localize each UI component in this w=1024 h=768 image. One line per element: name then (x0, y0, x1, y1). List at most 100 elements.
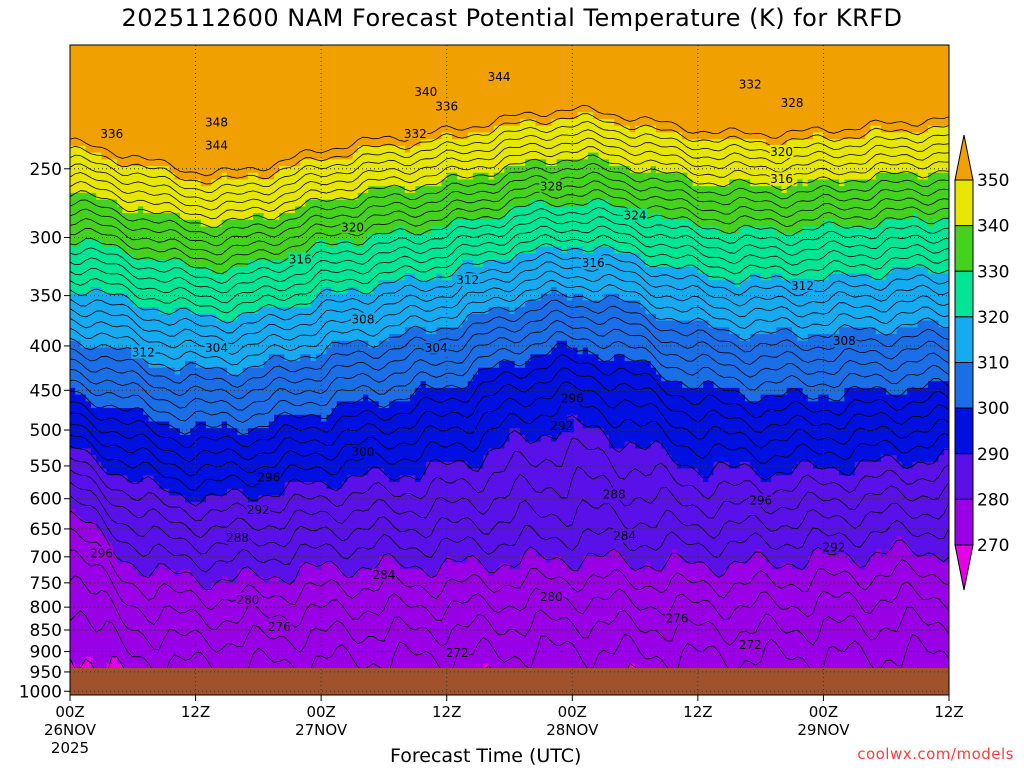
temperature-cell (226, 51, 233, 60)
temperature-cell (179, 515, 186, 523)
temperature-cell (164, 125, 171, 133)
temperature-cell (169, 293, 176, 302)
temperature-cell (289, 428, 296, 436)
temperature-cell (268, 273, 275, 281)
temperature-cell (268, 132, 275, 140)
temperature-cell (169, 542, 176, 550)
temperature-cell (253, 199, 259, 207)
temperature-cell (148, 663, 155, 671)
temperature-cell (232, 656, 239, 665)
temperature-cell (158, 334, 165, 342)
temperature-cell (315, 98, 322, 107)
temperature-cell (90, 65, 97, 73)
temperature-cell (80, 549, 87, 557)
temperature-cell (326, 199, 333, 207)
temperature-cell (294, 408, 301, 416)
temperature-cell (237, 603, 244, 611)
temperature-cell (336, 253, 343, 261)
temperature-cell (221, 441, 228, 449)
temperature-cell (321, 340, 327, 349)
temperature-cell (315, 71, 322, 80)
temperature-cell (169, 253, 176, 261)
temperature-cell (247, 367, 254, 376)
temperature-cell (211, 51, 218, 60)
temperature-cell (90, 387, 97, 396)
temperature-cell (85, 461, 92, 470)
temperature-cell (289, 535, 296, 544)
temperature-cell (122, 85, 129, 93)
temperature-cell (101, 576, 108, 584)
temperature-cell (111, 387, 118, 396)
temperature-cell (263, 347, 270, 355)
temperature-cell (206, 374, 212, 382)
temperature-cell (179, 414, 186, 423)
temperature-cell (206, 85, 212, 93)
temperature-cell (310, 508, 317, 517)
temperature-cell (305, 125, 312, 133)
temperature-cell (253, 482, 259, 490)
temperature-cell (253, 192, 259, 201)
temperature-cell (185, 461, 191, 470)
temperature-cell (127, 219, 134, 228)
temperature-cell (206, 71, 212, 80)
temperature-cell (294, 125, 301, 133)
temperature-cell (90, 58, 97, 66)
temperature-cell (85, 643, 92, 651)
temperature-cell (70, 488, 76, 497)
temperature-cell (80, 105, 87, 113)
temperature-cell (174, 334, 181, 342)
temperature-cell (143, 455, 150, 463)
temperature-cell (206, 656, 212, 665)
temperature-cell (80, 334, 87, 342)
temperature-cell (315, 65, 322, 73)
temperature-cell (148, 307, 155, 315)
temperature-cell (80, 421, 87, 429)
temperature-cell (169, 408, 176, 416)
temperature-cell (274, 45, 280, 53)
temperature-cell (101, 206, 108, 214)
temperature-cell (190, 549, 197, 557)
temperature-cell (221, 656, 228, 665)
temperature-cell (216, 475, 223, 483)
temperature-cell (80, 45, 87, 53)
temperature-cell (206, 515, 212, 523)
temperature-cell (310, 515, 317, 523)
temperature-cell (268, 179, 275, 187)
temperature-cell (195, 246, 202, 255)
temperature-cell (96, 65, 102, 73)
temperature-cell (315, 139, 322, 147)
temperature-cell (85, 482, 92, 490)
temperature-cell (85, 327, 92, 335)
temperature-cell (169, 313, 176, 322)
temperature-cell (263, 152, 270, 160)
temperature-cell (237, 139, 244, 147)
temperature-cell (274, 327, 280, 335)
temperature-cell (190, 233, 197, 241)
temperature-cell (226, 609, 233, 618)
temperature-cell (101, 394, 108, 402)
temperature-cell (247, 663, 254, 671)
temperature-cell (206, 360, 212, 369)
temperature-cell (284, 118, 291, 127)
temperature-cell (185, 576, 191, 584)
temperature-cell (117, 112, 123, 120)
temperature-cell (179, 266, 186, 275)
temperature-cell (315, 125, 322, 133)
temperature-cell (174, 92, 181, 100)
temperature-cell (164, 253, 171, 261)
temperature-cell (85, 549, 92, 557)
temperature-cell (221, 603, 228, 611)
temperature-cell (206, 522, 212, 530)
temperature-cell (70, 125, 76, 133)
temperature-cell (153, 92, 160, 100)
temperature-cell (153, 468, 160, 476)
temperature-cell (242, 186, 249, 194)
temperature-cell (216, 253, 223, 261)
temperature-cell (132, 455, 139, 463)
temperature-cell (138, 307, 144, 315)
temperature-cell (279, 246, 286, 255)
temperature-cell (216, 287, 223, 295)
temperature-cell (305, 441, 312, 449)
temperature-cell (237, 206, 244, 214)
temperature-cell (221, 273, 228, 281)
